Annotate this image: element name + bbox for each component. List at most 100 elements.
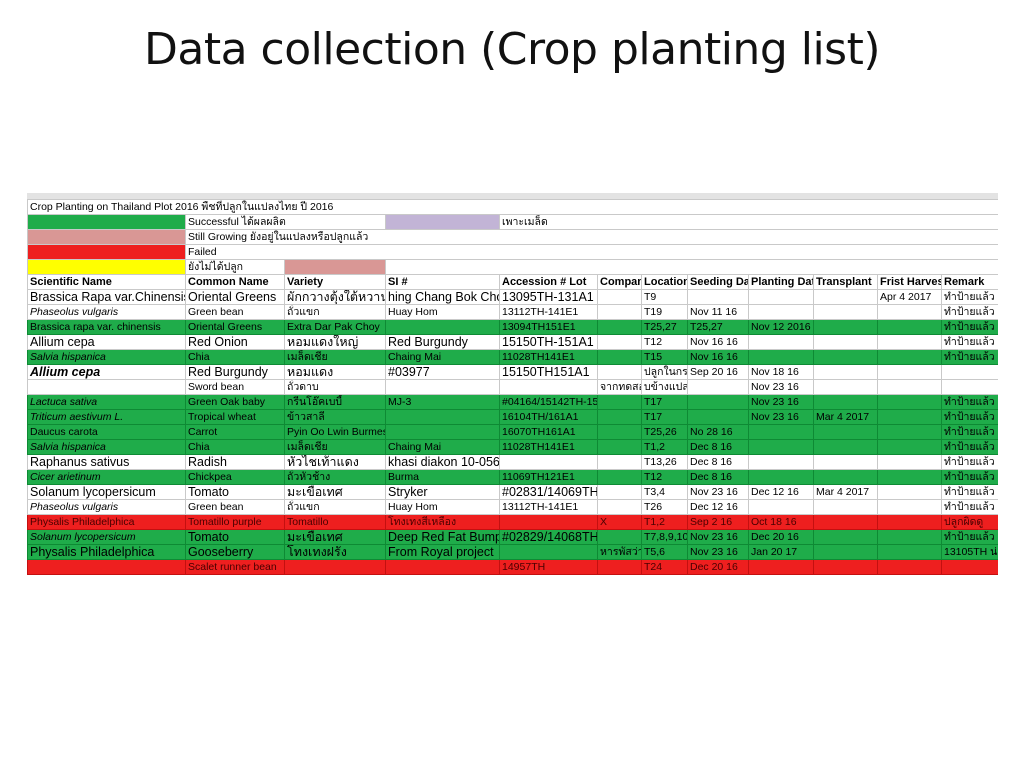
table-cell: Nov 16 16: [687, 349, 749, 365]
table-cell: [499, 544, 598, 560]
table-cell: โทงเทงสีเหลือง: [385, 514, 500, 530]
table-cell: [877, 454, 942, 470]
table-cell: Tomato: [185, 484, 285, 500]
table-cell: ทำป้ายแล้ว: [940, 529, 998, 545]
table-cell: 11069TH121E1: [499, 469, 598, 485]
table-cell: Nov 23 16: [687, 544, 749, 560]
table-cell: [813, 394, 878, 410]
table-cell: [385, 319, 500, 335]
table-cell: [385, 409, 500, 425]
table-cell: ปลูกผิดดู: [940, 514, 998, 530]
table-row: Salvia hispanica Chia เมล็ดเชีย Chaing Mai 1…: [27, 349, 998, 365]
table-cell: 16070TH161A1: [499, 424, 598, 440]
table-cell: ปลูกในกระ: [641, 364, 688, 380]
table-cell: Radish: [185, 454, 285, 470]
table-cell: ทำป้ายแล้ว: [940, 424, 998, 440]
table-cell: ทำป้ายแล้ว: [940, 394, 998, 410]
table-cell: Raphanus sativus: [27, 454, 186, 470]
table-cell: [499, 379, 598, 395]
table-cell: [748, 304, 814, 320]
table-cell: 11028TH141E1: [499, 349, 598, 365]
table-cell: 14957TH: [499, 559, 598, 575]
table-cell: หารพัสว่าง: [597, 544, 642, 560]
table-cell: T24: [641, 559, 688, 575]
table-cell: [877, 349, 942, 365]
table-cell: มะเขือเทศ: [284, 484, 386, 500]
table-cell: Green bean: [185, 499, 285, 515]
header-cell: Common Name: [185, 274, 285, 290]
legend-row: Successful ได้ผลผลิต เพาะเมล็ด: [27, 214, 998, 230]
table-cell: Phaseolus vulgaris: [27, 499, 186, 515]
table-cell: [499, 454, 598, 470]
table-cell: หัวไชเท้าแดง: [284, 454, 386, 470]
header-cell: Compan: [597, 274, 642, 290]
table-cell: Dec 20 16: [687, 559, 749, 575]
table-cell: Dec 8 16: [687, 469, 749, 485]
header-cell: Planting Dat: [748, 274, 814, 290]
table-cell: Red Onion: [185, 334, 285, 350]
table-row: Salvia hispanica Chia เมล็ดเชีย Chaing Mai 1…: [27, 439, 998, 455]
table-cell: 16104TH/161A1: [499, 409, 598, 425]
table-cell: [748, 469, 814, 485]
table-cell: ถั่วแขก: [284, 304, 386, 320]
table-cell: ข้าวสาลี: [284, 409, 386, 425]
table-cell: T25,27: [687, 319, 749, 335]
table-cell: [877, 409, 942, 425]
table-cell: [597, 304, 642, 320]
table-cell: [597, 529, 642, 545]
table-cell: Physalis Philadelphica: [27, 514, 186, 530]
table-cell: T17: [641, 409, 688, 425]
spreadsheet-screenshot: Crop Planting on Thailand Plot 2016 พืชท…: [27, 193, 998, 575]
table-cell: [748, 559, 814, 575]
table-cell: Nov 23 16: [687, 529, 749, 545]
table-cell: ทำป้ายแล้ว: [940, 289, 998, 305]
table-cell: #02831/14069TH-141A1: [499, 484, 598, 500]
table-cell: Tomatillo: [284, 514, 386, 530]
table-cell: [877, 379, 942, 395]
table-cell: [877, 514, 942, 530]
table-row: Phaseolus vulgaris Green bean ถั่วแขก Huay …: [27, 304, 998, 320]
table-cell: [813, 364, 878, 380]
table-cell: Oriental Greens: [185, 319, 285, 335]
header-row: Scientific Name Common Name Variety SI #…: [27, 274, 998, 290]
table-cell: Sep 2 16: [687, 514, 749, 530]
table-cell: Nov 23 16: [748, 394, 814, 410]
table-cell: Green bean: [185, 304, 285, 320]
table-cell: [877, 484, 942, 500]
table-cell: โทงเทงฝรั่ง: [284, 544, 386, 560]
table-cell: [597, 349, 642, 365]
table-cell: [597, 364, 642, 380]
table-cell: Deep Red Fat Bumpy: [385, 529, 500, 545]
table-cell: Chaing Mai: [385, 349, 500, 365]
table-cell: Salvia hispanica: [27, 349, 186, 365]
table-cell: [813, 529, 878, 545]
table-cell: Allium cepa: [27, 364, 186, 380]
table-cell: Dec 20 16: [748, 529, 814, 545]
table-cell: Dec 8 16: [687, 454, 749, 470]
table-cell: [940, 364, 998, 380]
table-cell: [877, 439, 942, 455]
table-row: Phaseolus vulgaris Green bean ถั่วแขก Huay …: [27, 499, 998, 515]
table-cell: [687, 394, 749, 410]
header-cell: Seeding Da: [687, 274, 749, 290]
table-cell: [813, 424, 878, 440]
table-cell: ทำป้ายแล้ว: [940, 499, 998, 515]
header-cell: Accession # Lot: [499, 274, 598, 290]
table-cell: T17: [641, 394, 688, 410]
table-cell: ทำป้ายแล้ว: [940, 334, 998, 350]
table-cell: [597, 439, 642, 455]
table-cell: [877, 469, 942, 485]
table-cell: Oct 18 16: [748, 514, 814, 530]
table-cell: [813, 319, 878, 335]
table-cell: [687, 409, 749, 425]
table-cell: ผักกวางตุ้งใต้หวาน: [284, 289, 386, 305]
table-cell: T12: [641, 334, 688, 350]
table-cell: [877, 319, 942, 335]
table-cell: หอมแดงใหญ่: [284, 334, 386, 350]
table-cell: Huay Hom: [385, 499, 500, 515]
table-cell: ถั่วหัวช้าง: [284, 469, 386, 485]
table-cell: [813, 559, 878, 575]
table-cell: [385, 424, 500, 440]
table-cell: Apr 4 2017: [877, 289, 942, 305]
table-cell: [813, 334, 878, 350]
